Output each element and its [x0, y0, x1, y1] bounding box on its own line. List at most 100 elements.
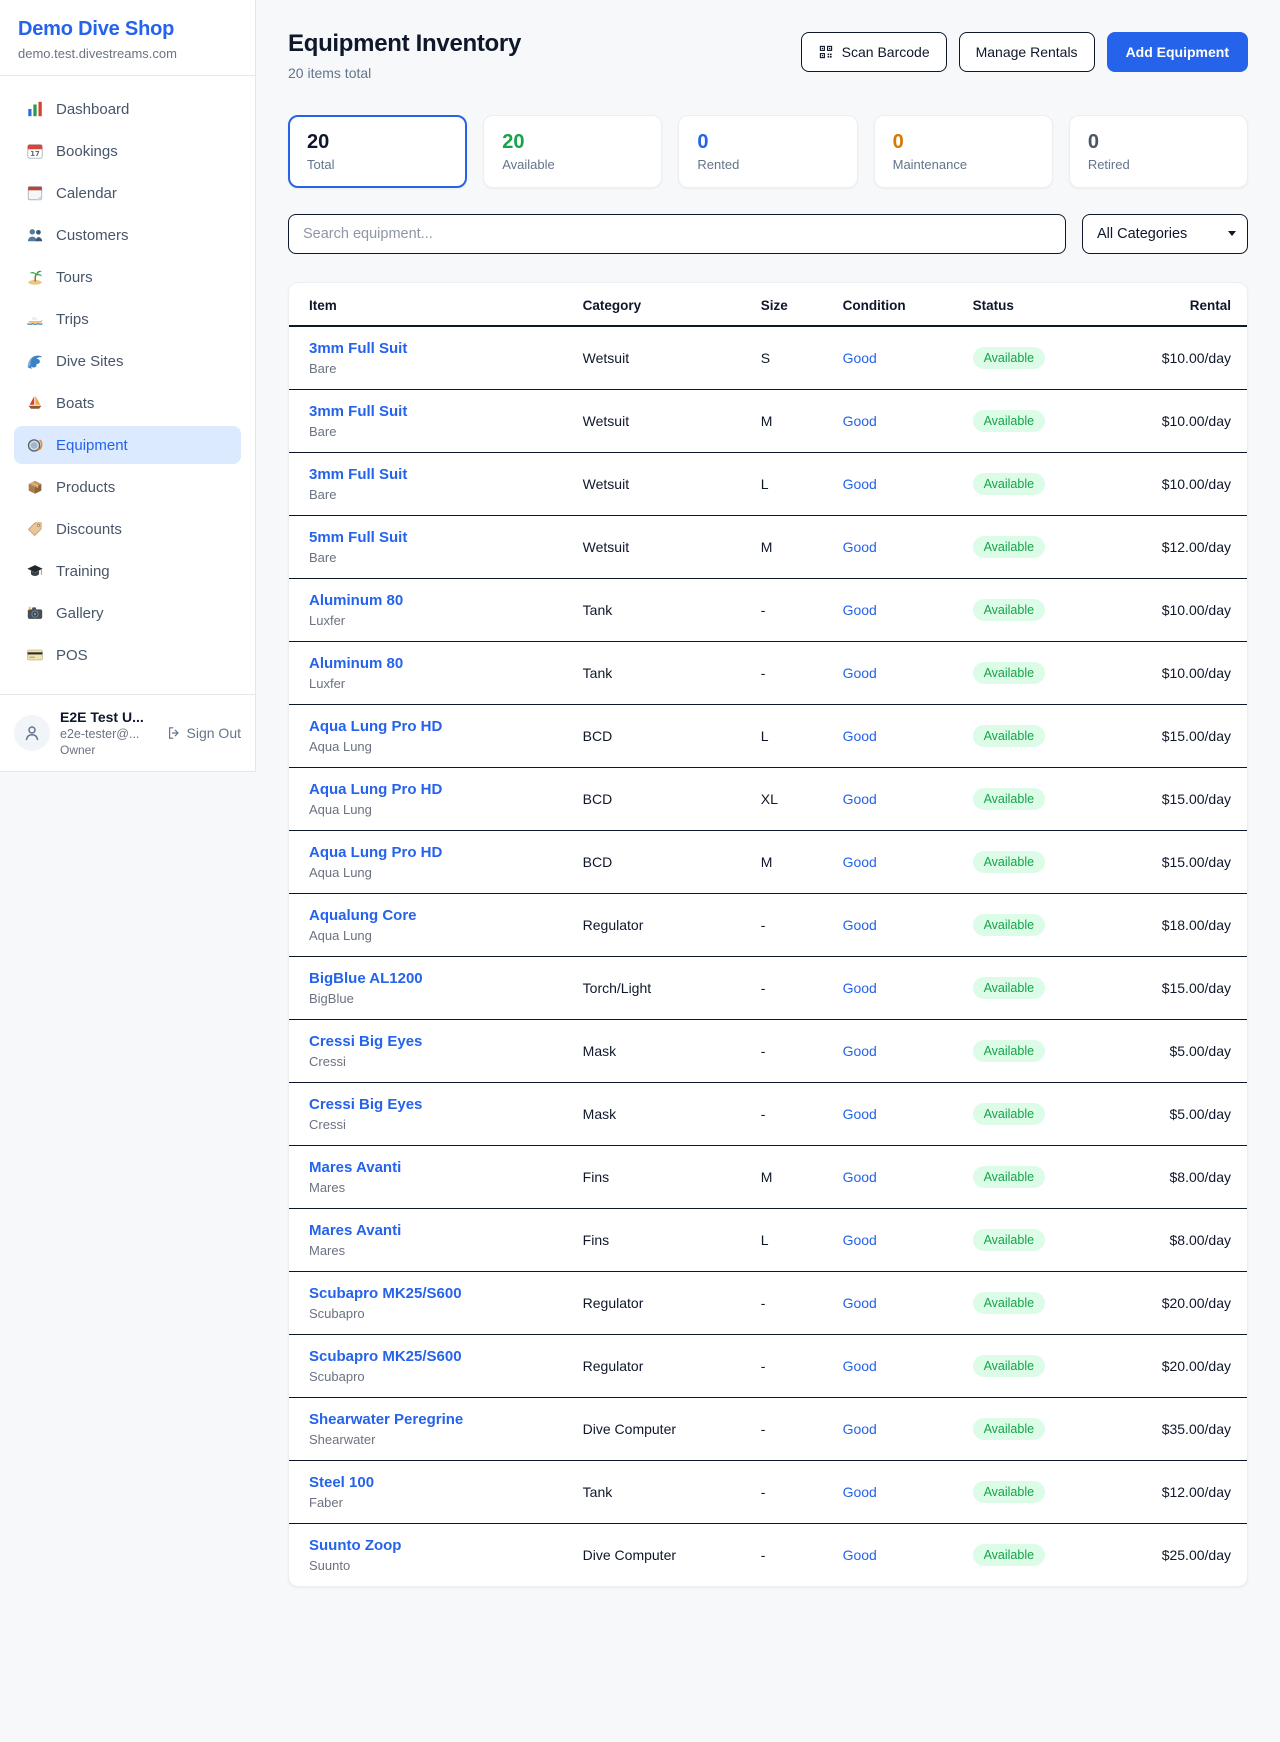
item-name-link[interactable]: Aqua Lung Pro HD	[309, 781, 443, 798]
avatar	[14, 715, 50, 751]
item-name-link[interactable]: Cressi Big Eyes	[309, 1096, 423, 1113]
item-name-link[interactable]: Aluminum 80	[309, 592, 404, 609]
sidebar-item-tours[interactable]: Tours	[14, 258, 241, 296]
stat-card-available[interactable]: 20 Available	[483, 115, 663, 188]
sidebar-item-equipment[interactable]: Equipment	[14, 426, 241, 464]
item-name-link[interactable]: Mares Avanti	[309, 1159, 402, 1176]
sidebar-item-pos[interactable]: POS	[14, 636, 241, 674]
sidebar-item-training[interactable]: Training	[14, 552, 241, 590]
item-brand: Bare	[309, 424, 337, 439]
status-badge: Available	[972, 1418, 1046, 1440]
sidebar-item-dive-sites[interactable]: Dive Sites	[14, 342, 241, 380]
item-category: Wetsuit	[582, 326, 761, 390]
category-select[interactable]: All Categories	[1082, 214, 1248, 254]
item-brand: Cressi	[309, 1054, 346, 1069]
item-name-link[interactable]: Steel 100	[309, 1474, 375, 1491]
item-brand: Mares	[309, 1180, 346, 1195]
sidebar-item-dashboard[interactable]: Dashboard	[14, 90, 241, 128]
condition-link[interactable]: Good	[842, 1295, 877, 1311]
condition-link[interactable]: Good	[842, 539, 877, 555]
condition-link[interactable]: Good	[842, 854, 877, 870]
condition-link[interactable]: Good	[842, 476, 877, 492]
condition-link[interactable]: Good	[842, 602, 877, 618]
condition-link[interactable]: Good	[842, 917, 877, 933]
sidebar-item-gallery[interactable]: Gallery	[14, 594, 241, 632]
condition-link[interactable]: Good	[842, 413, 877, 429]
item-name-link[interactable]: Aluminum 80	[309, 655, 404, 672]
manage-rentals-button[interactable]: Manage Rentals	[958, 32, 1095, 72]
sidebar-item-products[interactable]: Products	[14, 468, 241, 506]
item-category: Dive Computer	[582, 1397, 761, 1461]
item-brand: Suunto	[309, 1558, 351, 1573]
status-badge: Available	[972, 473, 1046, 495]
sidebar-item-bookings[interactable]: 17 Bookings	[14, 132, 241, 170]
condition-link[interactable]: Good	[842, 1169, 877, 1185]
item-name-link[interactable]: Cressi Big Eyes	[309, 1033, 423, 1050]
sidebar-item-calendar[interactable]: Calendar	[14, 174, 241, 212]
table-row: Aqua Lung Pro HD Aqua Lung BCD M Good Av…	[289, 830, 1247, 894]
scan-barcode-button[interactable]: Scan Barcode	[800, 32, 947, 72]
col-header-category: Category	[582, 283, 761, 327]
stat-label: Total	[307, 157, 335, 172]
item-name-link[interactable]: Aqualung Core	[309, 907, 417, 924]
stat-card-rented[interactable]: 0 Rented	[678, 115, 858, 188]
rental-rate: $35.00/day	[1116, 1397, 1247, 1461]
item-name-link[interactable]: 3mm Full Suit	[309, 466, 408, 483]
item-category: Tank	[582, 1460, 761, 1524]
condition-link[interactable]: Good	[842, 1232, 877, 1248]
item-brand: Aqua Lung	[309, 865, 372, 880]
condition-link[interactable]: Good	[842, 665, 877, 681]
sidebar-item-trips[interactable]: Trips	[14, 300, 241, 338]
table-row: Steel 100 Faber Tank - Good Available $1…	[289, 1460, 1247, 1524]
item-category: Fins	[582, 1145, 761, 1209]
user-name: E2E Test U...	[60, 709, 144, 725]
item-name-link[interactable]: BigBlue AL1200	[309, 970, 423, 987]
sidebar-item-label: Gallery	[56, 604, 104, 622]
item-name-link[interactable]: Aqua Lung Pro HD	[309, 844, 443, 861]
condition-link[interactable]: Good	[842, 350, 877, 366]
grad-cap-icon	[26, 562, 44, 580]
brand[interactable]: Demo Dive Shop demo.test.divestreams.com	[0, 0, 255, 76]
item-size: L	[760, 1208, 843, 1272]
item-name-link[interactable]: Scubapro MK25/S600	[309, 1348, 462, 1365]
condition-link[interactable]: Good	[842, 1358, 877, 1374]
item-name-link[interactable]: 3mm Full Suit	[309, 403, 408, 420]
condition-link[interactable]: Good	[842, 1547, 877, 1563]
status-badge: Available	[972, 536, 1046, 558]
item-name-link[interactable]: Mares Avanti	[309, 1222, 402, 1239]
sidebar-item-boats[interactable]: Boats	[14, 384, 241, 422]
item-name-link[interactable]: 3mm Full Suit	[309, 340, 408, 357]
svg-text:17: 17	[30, 150, 40, 158]
condition-link[interactable]: Good	[842, 980, 877, 996]
condition-link[interactable]: Good	[842, 728, 877, 744]
condition-link[interactable]: Good	[842, 1421, 877, 1437]
condition-link[interactable]: Good	[842, 1106, 877, 1122]
table-row: Cressi Big Eyes Cressi Mask - Good Avail…	[289, 1082, 1247, 1146]
condition-link[interactable]: Good	[842, 1484, 877, 1500]
condition-link[interactable]: Good	[842, 1043, 877, 1059]
add-equipment-button[interactable]: Add Equipment	[1106, 32, 1248, 72]
sidebar-item-customers[interactable]: Customers	[14, 216, 241, 254]
tag-icon	[26, 520, 44, 538]
item-name-link[interactable]: Shearwater Peregrine	[309, 1411, 464, 1428]
item-size: -	[760, 956, 843, 1020]
wave-icon	[26, 352, 44, 370]
item-name-link[interactable]: 5mm Full Suit	[309, 529, 408, 546]
item-size: -	[760, 1271, 843, 1335]
item-category: Torch/Light	[582, 956, 761, 1020]
stat-card-retired[interactable]: 0 Retired	[1068, 115, 1249, 188]
item-category: Fins	[582, 1208, 761, 1272]
item-name-link[interactable]: Suunto Zoop	[309, 1537, 402, 1554]
table-row: Aqua Lung Pro HD Aqua Lung BCD XL Good A…	[289, 767, 1247, 831]
stat-card-maintenance[interactable]: 0 Maintenance	[873, 115, 1053, 188]
search-input[interactable]	[288, 214, 1066, 254]
rental-rate: $10.00/day	[1116, 452, 1247, 516]
item-name-link[interactable]: Aqua Lung Pro HD	[309, 718, 443, 735]
sidebar-item-label: Calendar	[56, 184, 117, 202]
item-name-link[interactable]: Scubapro MK25/S600	[309, 1285, 462, 1302]
stat-card-total[interactable]: 20 Total	[288, 115, 468, 188]
condition-link[interactable]: Good	[842, 791, 877, 807]
dive-mask-icon	[26, 436, 44, 454]
sidebar-item-discounts[interactable]: Discounts	[14, 510, 241, 548]
sign-out-button[interactable]: Sign Out	[166, 725, 241, 741]
